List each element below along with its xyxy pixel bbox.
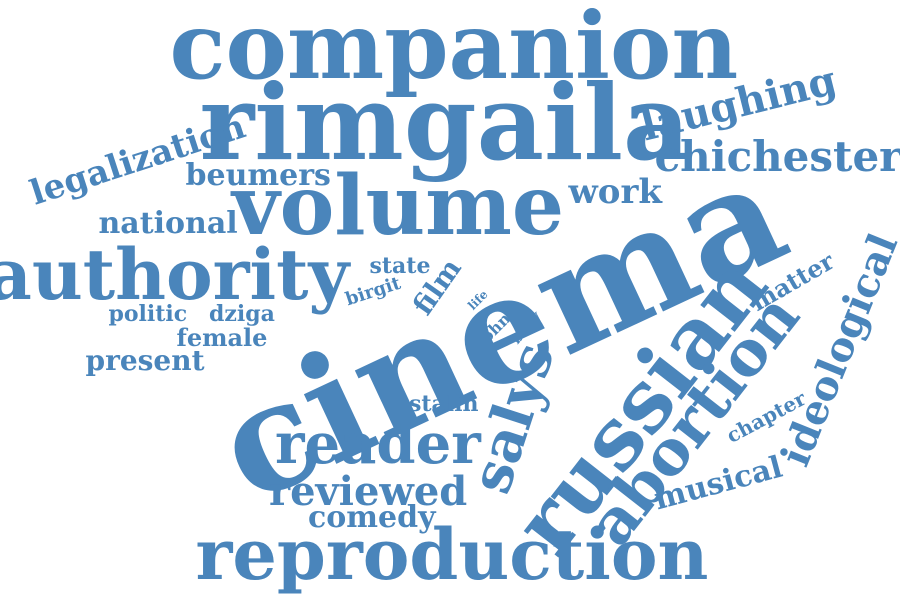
word-female: female xyxy=(176,323,268,352)
word-national: national xyxy=(98,206,238,241)
word-reproduction: reproduction xyxy=(195,513,709,596)
word-reader: reader xyxy=(275,411,481,477)
word-beumers: beumers xyxy=(185,158,331,193)
word-companion: companion xyxy=(169,0,739,100)
word-comedy: comedy xyxy=(308,500,436,535)
word-stalin: stalin xyxy=(409,391,479,417)
word-politic: politic xyxy=(108,301,188,327)
word-chichester: chichester xyxy=(654,132,900,181)
word-state: state xyxy=(369,253,431,279)
word-authority: authority xyxy=(0,233,350,316)
word-present: present xyxy=(85,344,205,377)
word-rimgaila: rimgaila xyxy=(199,61,691,184)
word-volume: volume xyxy=(232,158,565,254)
word-reviewed: reviewed xyxy=(269,468,468,515)
word-dziga: dziga xyxy=(209,301,275,327)
word-work: work xyxy=(568,172,662,212)
